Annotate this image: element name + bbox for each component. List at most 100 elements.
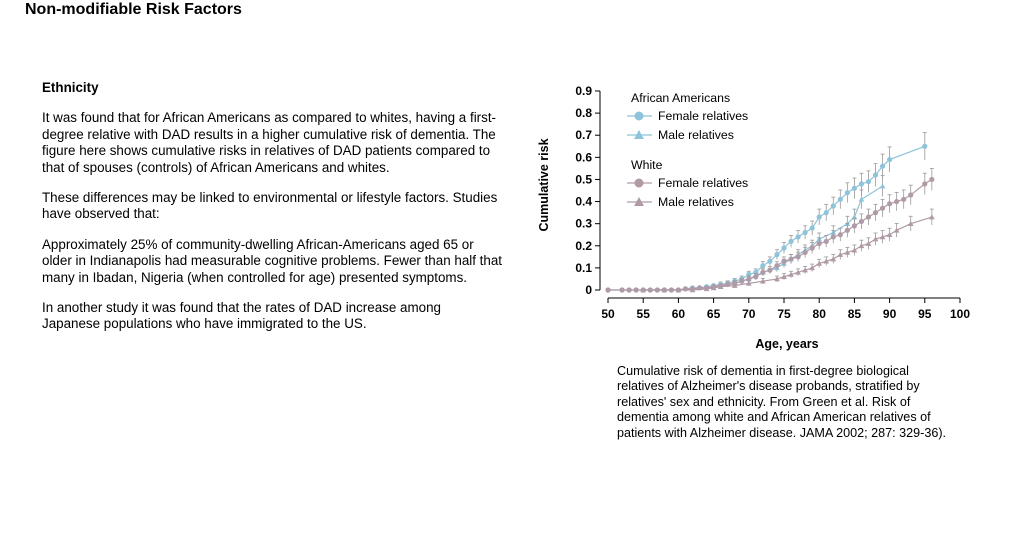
legend-label: Female relatives — [658, 109, 748, 123]
data-point — [788, 256, 794, 262]
data-point — [872, 236, 879, 242]
y-tick-label: 0.1 — [575, 261, 592, 275]
paragraph-differences: These differences may be linked to envir… — [42, 190, 498, 222]
data-point — [809, 265, 816, 271]
content-section: Ethnicity It was found that for African … — [42, 80, 502, 347]
data-point — [851, 185, 857, 191]
x-tick-label: 85 — [848, 307, 862, 321]
data-point — [879, 163, 886, 169]
paragraph-indianapolis: Approximately 25% of community-dwelling … — [42, 236, 503, 285]
x-tick-label: 75 — [777, 307, 791, 321]
data-point — [774, 276, 780, 282]
data-point — [851, 247, 858, 253]
data-point — [858, 181, 865, 187]
data-point — [922, 143, 928, 149]
data-point — [907, 220, 914, 226]
data-point — [887, 201, 893, 207]
series-3 — [640, 208, 935, 293]
legend-marker — [634, 178, 644, 188]
data-point — [753, 274, 759, 280]
y-tick-label: 0.5 — [575, 172, 592, 186]
data-point — [922, 181, 928, 187]
data-point — [865, 240, 872, 246]
series-0 — [605, 132, 928, 293]
data-point — [858, 218, 865, 225]
data-point — [760, 278, 766, 284]
legend-marker — [634, 197, 644, 206]
data-point — [844, 190, 850, 196]
data-point — [760, 269, 766, 275]
data-point — [767, 258, 773, 264]
y-tick-label: 0 — [585, 283, 592, 297]
data-point — [703, 286, 710, 292]
data-point — [795, 269, 801, 275]
data-point — [802, 249, 808, 256]
data-point — [788, 238, 794, 244]
x-tick-label: 90 — [883, 307, 897, 321]
data-point — [929, 176, 935, 183]
cumulative-risk-chart: 0 0.1 0.2 0.3 0.4 0.5 0.6 0.7 0.8 0.9 50 55 60 65 70 7… — [537, 84, 970, 351]
page-title: Non-modifiable Risk Factors — [25, 1, 242, 18]
y-axis-label: Cumulative risk — [537, 138, 551, 231]
data-point — [872, 172, 879, 178]
data-point — [675, 287, 682, 293]
data-point — [619, 287, 625, 293]
data-point — [640, 287, 647, 293]
data-point — [717, 283, 724, 289]
y-tick-label: 0.3 — [575, 217, 592, 231]
data-point — [851, 214, 858, 220]
data-point — [795, 234, 801, 240]
x-tick-label: 95 — [918, 307, 932, 321]
data-point — [830, 234, 836, 240]
x-tick-label: 70 — [742, 307, 756, 321]
data-point — [893, 227, 900, 233]
legend-label: Male relatives — [658, 128, 734, 142]
data-point — [626, 287, 632, 293]
series-2 — [605, 168, 935, 293]
data-point — [844, 249, 851, 255]
data-point — [802, 267, 808, 273]
x-axis-label: Age, years — [755, 337, 818, 351]
data-point — [682, 286, 689, 292]
data-point — [781, 258, 787, 264]
data-point — [633, 287, 639, 293]
data-point — [605, 287, 611, 293]
data-point — [901, 196, 907, 202]
data-point — [767, 267, 773, 273]
data-point — [844, 227, 850, 233]
legend-label: Male relatives — [658, 195, 734, 209]
legend-group-title: African Americans — [631, 91, 730, 105]
data-point — [661, 287, 668, 293]
data-point — [816, 240, 822, 247]
data-point — [809, 245, 815, 251]
data-point — [823, 210, 829, 216]
data-point — [837, 196, 843, 202]
data-point — [760, 263, 766, 269]
data-point — [851, 223, 857, 229]
data-point — [816, 214, 822, 220]
x-tick-label: 80 — [813, 307, 827, 321]
data-point — [837, 232, 843, 238]
data-point — [837, 251, 844, 257]
data-point — [858, 242, 865, 249]
y-tick-label: 0.7 — [575, 128, 592, 142]
y-tick-label: 0.9 — [575, 84, 592, 98]
x-tick-label: 100 — [950, 307, 970, 321]
data-point — [823, 258, 830, 264]
x-tick-label: 60 — [672, 307, 686, 321]
y-tick-label: 0.4 — [575, 195, 592, 209]
data-point — [689, 287, 696, 293]
data-point — [830, 256, 837, 262]
data-point — [809, 225, 815, 231]
data-point — [710, 284, 717, 291]
data-point — [774, 252, 780, 258]
data-point — [872, 210, 879, 216]
data-point — [908, 192, 914, 198]
data-point — [781, 273, 787, 280]
data-point — [795, 254, 801, 260]
y-tick-label: 0.2 — [575, 239, 592, 253]
x-tick-label: 50 — [601, 307, 615, 321]
x-tick-label: 55 — [637, 307, 651, 321]
figure-caption: Cumulative risk of dementia in first-deg… — [617, 364, 947, 440]
data-point — [802, 229, 808, 236]
